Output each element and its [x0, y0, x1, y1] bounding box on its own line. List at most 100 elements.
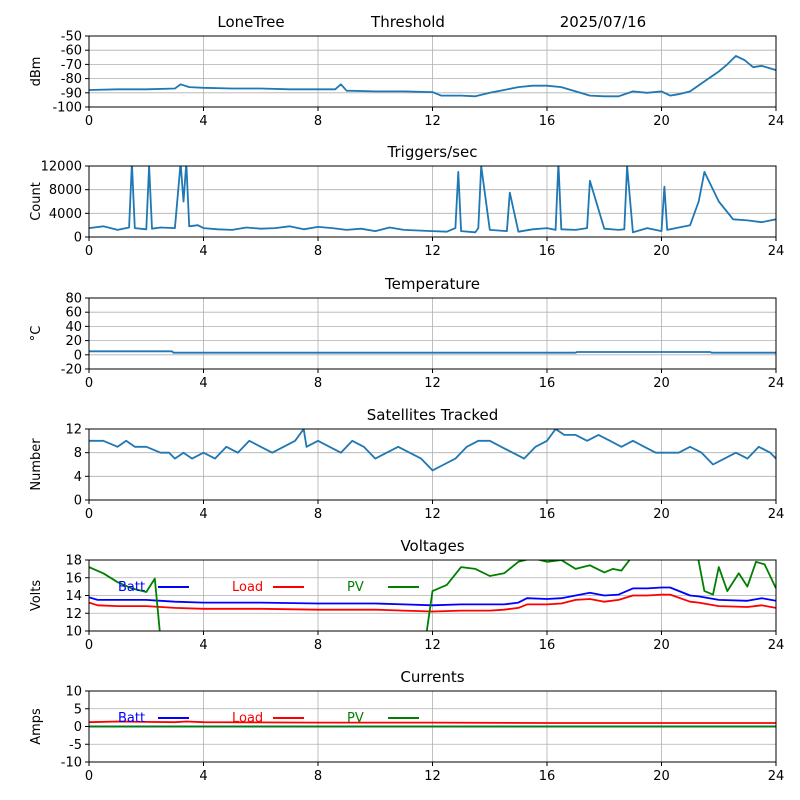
x-tick-label: 16: [539, 769, 556, 784]
y-axis-label: °C: [29, 326, 44, 342]
y-axis-label: Amps: [29, 708, 44, 745]
legend-label-pv: PV: [347, 711, 364, 726]
y-axis-label: dBm: [29, 57, 44, 87]
x-tick-label: 0: [85, 114, 93, 129]
x-tick-label: 20: [653, 507, 670, 522]
series-line-pv: [89, 560, 776, 631]
x-tick-label: 16: [539, 507, 556, 522]
x-tick-label: 4: [199, 769, 207, 784]
x-tick-label: 20: [653, 376, 670, 391]
x-tick-label: 20: [653, 638, 670, 653]
x-tick-label: 12: [424, 376, 441, 391]
panel-title: Voltages: [400, 537, 464, 555]
x-tick-label: 20: [653, 244, 670, 259]
y-tick-label: 10: [65, 625, 82, 640]
y-tick-label: -10: [61, 756, 82, 771]
x-tick-label: 24: [768, 507, 785, 522]
x-tick-label: 8: [314, 507, 322, 522]
y-tick-label: 5: [74, 702, 82, 717]
legend-label-batt: Batt: [118, 580, 145, 595]
legend-label-load: Load: [232, 580, 263, 595]
y-tick-label: 0: [74, 720, 82, 735]
legend-label-load: Load: [232, 711, 263, 726]
y-tick-label: 10: [65, 685, 82, 700]
panel-title: Triggers/sec: [387, 143, 478, 161]
panel-6: 0 4 8 12 16 20 24 -10 -5 0 5 10 Currents Amps Batt Load…: [29, 668, 784, 784]
x-tick-label: 12: [424, 638, 441, 653]
x-tick-label: 16: [539, 114, 556, 129]
y-tick-label: 12: [65, 607, 82, 622]
x-tick-label: 0: [85, 507, 93, 522]
y-tick-label: 20: [65, 334, 82, 349]
y-tick-label: 0: [74, 494, 82, 509]
series-group: [89, 429, 776, 472]
x-tick-label: 4: [199, 376, 207, 391]
series-group: [89, 350, 776, 354]
x-tick-label: 20: [653, 769, 670, 784]
series-line-1: [89, 55, 776, 98]
series-group: [89, 166, 776, 234]
panel-2: 0 4 8 12 16 20 24 0 4000 8000 12000 Triggers/sec Cou…: [29, 143, 784, 259]
panel-4: 0 4 8 12 16 20 24 0 4 8 12 Satellites Tracked Number: [29, 406, 784, 522]
panel-title: Satellites Tracked: [367, 406, 498, 424]
header-station: LoneTree: [217, 13, 284, 31]
x-tick-label: 12: [424, 769, 441, 784]
x-tick-label: 8: [314, 638, 322, 653]
y-tick-label: 12: [65, 423, 82, 438]
y-tick-label: 0: [74, 231, 82, 246]
y-tick-label: 14: [65, 589, 82, 604]
y-tick-label: -20: [61, 363, 82, 378]
y-tick-label: 12000: [41, 160, 82, 175]
y-tick-label: -5: [69, 738, 82, 753]
y-tick-label: -100: [52, 101, 82, 116]
y-tick-label: -50: [61, 30, 82, 45]
x-tick-label: 4: [199, 114, 207, 129]
x-tick-label: 0: [85, 638, 93, 653]
x-tick-label: 20: [653, 114, 670, 129]
panel-5: 0 4 8 12 16 20 24 10 12 14 16 18 Voltages Volts Batt Lo…: [29, 537, 784, 653]
x-tick-label: 8: [314, 244, 322, 259]
y-tick-label: 8000: [49, 183, 82, 198]
x-tick-label: 16: [539, 376, 556, 391]
header-date: 2025/07/16: [560, 13, 646, 31]
y-tick-label: 60: [65, 306, 82, 321]
x-tick-label: 24: [768, 244, 785, 259]
x-tick-label: 12: [424, 244, 441, 259]
series-line-batt: [89, 586, 776, 607]
legend-label-batt: Batt: [118, 711, 145, 726]
y-axis-label: Volts: [29, 580, 44, 612]
y-tick-label: 0: [74, 348, 82, 363]
y-tick-label: 40: [65, 320, 82, 335]
x-tick-label: 12: [424, 507, 441, 522]
x-tick-label: 24: [768, 769, 785, 784]
panel-1: 0 4 8 12 16 20 24 -100-90-80-70-60-50 dBm: [29, 30, 784, 130]
legend-label-pv: PV: [347, 580, 364, 595]
y-tick-label: -90: [61, 86, 82, 101]
x-tick-label: 0: [85, 244, 93, 259]
x-tick-label: 4: [199, 638, 207, 653]
x-tick-label: 8: [314, 376, 322, 391]
header-mode: Threshold: [370, 13, 445, 31]
y-tick-label: 80: [65, 292, 82, 307]
series-line-load: [89, 593, 776, 613]
series-line-1: [89, 166, 776, 234]
y-tick-label: 8: [74, 446, 82, 461]
series-line-load: [89, 720, 776, 724]
series-group: [89, 560, 776, 631]
series-line-1: [89, 429, 776, 472]
x-tick-label: 12: [424, 114, 441, 129]
y-tick-label: 4: [74, 470, 82, 485]
y-axis-label: Number: [29, 438, 44, 491]
x-tick-label: 24: [768, 376, 785, 391]
x-tick-label: 0: [85, 769, 93, 784]
x-tick-label: 4: [199, 507, 207, 522]
y-tick-label: -60: [61, 44, 82, 59]
x-tick-label: 16: [539, 244, 556, 259]
y-tick-label: 16: [65, 571, 82, 586]
panel-title: Temperature: [384, 275, 480, 293]
x-tick-label: 16: [539, 638, 556, 653]
y-tick-label: 18: [65, 554, 82, 569]
